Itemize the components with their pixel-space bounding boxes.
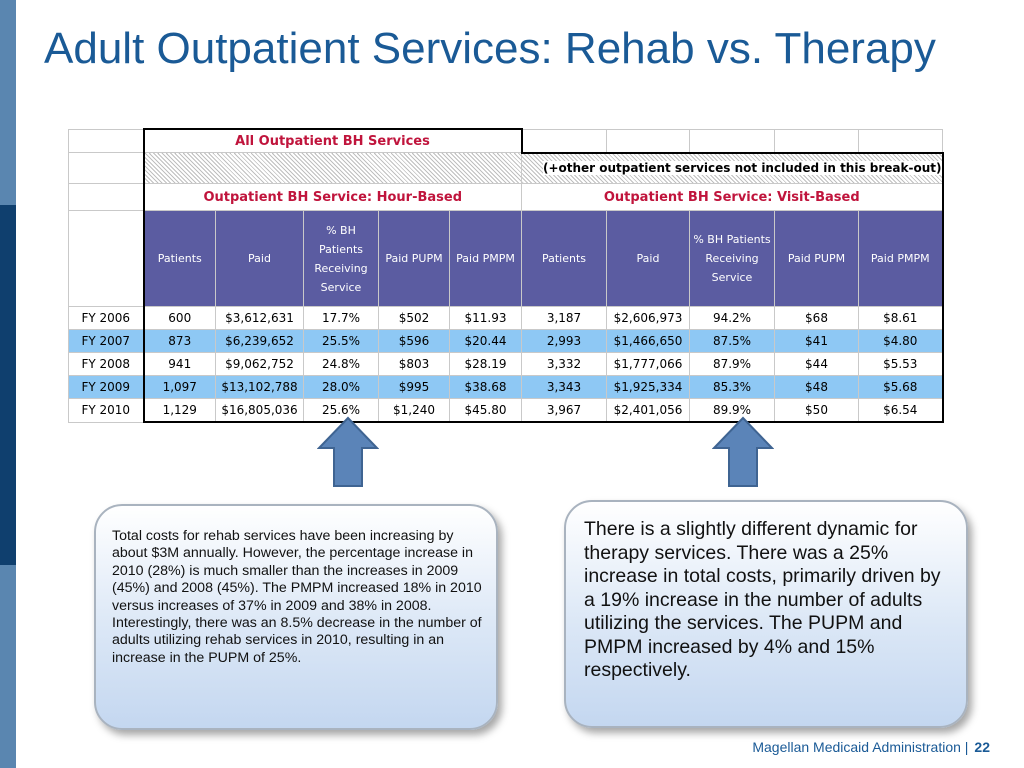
hour-based-title: Outpatient BH Service: Hour-Based: [142, 183, 522, 211]
footer-org: Magellan Medicaid Administration |: [752, 739, 969, 755]
table-cell: $2,401,056: [606, 398, 690, 423]
rehab-callout: Total costs for rehab services have been…: [94, 504, 498, 730]
slide-footer: Magellan Medicaid Administration | 22: [752, 739, 990, 755]
other-services-note: (+other outpatient services not included…: [542, 161, 942, 176]
table-cell: 17.7%: [303, 306, 379, 330]
table-cell: 3,332: [521, 352, 607, 376]
table-cell: $1,925,334: [606, 375, 690, 399]
table-cell: $502: [378, 306, 450, 330]
table-cell: 25.6%: [303, 398, 379, 423]
table-cell: $68: [774, 306, 859, 330]
table-row: FY 2006 600 $3,612,631 17.7% $502 $11.93 3,187…: [68, 306, 944, 330]
table-cell: 1,129: [142, 398, 216, 423]
up-arrow-icon: [712, 416, 774, 487]
table-cell: $50: [774, 398, 859, 423]
col-header: Paid PUPM: [774, 210, 859, 307]
up-arrow-icon: [317, 416, 379, 487]
row-label: FY 2010: [68, 398, 144, 423]
table-cell: 94.2%: [689, 306, 775, 330]
row-label: FY 2009: [68, 375, 144, 399]
table-cell: $803: [378, 352, 450, 376]
col-header: Patients: [142, 210, 216, 307]
hatched-spacer: [142, 152, 522, 184]
table-cell: 87.5%: [689, 329, 775, 353]
col-header: Paid PMPM: [858, 210, 944, 307]
col-header: % BH Patients Receiving Service: [689, 210, 775, 307]
table-cell: $8.61: [858, 306, 944, 330]
table-cell: $38.68: [449, 375, 522, 399]
table-cell: 87.9%: [689, 352, 775, 376]
table-cell: $11.93: [449, 306, 522, 330]
rehab-callout-text: Total costs for rehab services have been…: [112, 528, 482, 666]
table-cell: 941: [142, 352, 216, 376]
table-cell: 89.9%: [689, 398, 775, 423]
table-cell: 2,993: [521, 329, 607, 353]
col-header: Paid: [606, 210, 690, 307]
col-header: Patients: [521, 210, 607, 307]
table-cell: 25.5%: [303, 329, 379, 353]
therapy-callout: There is a slightly different dynamic fo…: [564, 500, 968, 728]
table-cell: $16,805,036: [215, 398, 304, 423]
table-cell: $13,102,788: [215, 375, 304, 399]
table-cell: $6,239,652: [215, 329, 304, 353]
table-row: FY 2010 1,129 $16,805,036 25.6% $1,240 $45.80…: [68, 398, 944, 423]
row-label: FY 2007: [68, 329, 144, 353]
visit-based-title: Outpatient BH Service: Visit-Based: [521, 183, 944, 211]
group-title: All Outpatient BH Services: [142, 128, 523, 153]
table-cell: $1,466,650: [606, 329, 690, 353]
col-header: Paid PMPM: [449, 210, 522, 307]
table-cell: $995: [378, 375, 450, 399]
table-cell: $28.19: [449, 352, 522, 376]
row-label: FY 2006: [68, 306, 144, 330]
table-cell: 1,097: [142, 375, 216, 399]
table-cell: 3,967: [521, 398, 607, 423]
slide-title: Adult Outpatient Services: Rehab vs. The…: [44, 24, 936, 73]
table-cell: $5.53: [858, 352, 944, 376]
table-cell: $6.54: [858, 398, 944, 423]
row-label: FY 2008: [68, 352, 144, 376]
table-cell: $4.80: [858, 329, 944, 353]
table-cell: 24.8%: [303, 352, 379, 376]
col-header: Paid: [215, 210, 304, 307]
table-row: FY 2009 1,097 $13,102,788 28.0% $995 $38.68 3,…: [68, 375, 944, 399]
outpatient-services-table: All Outpatient BH Services (+other outpa…: [68, 128, 944, 423]
table-cell: $5.68: [858, 375, 944, 399]
table-cell: 873: [142, 329, 216, 353]
table-cell: $44: [774, 352, 859, 376]
table-cell: $9,062,752: [215, 352, 304, 376]
table-cell: $41: [774, 329, 859, 353]
table-cell: 28.0%: [303, 375, 379, 399]
blank-cell: [68, 128, 144, 153]
slide-sidebar-bar: [0, 0, 16, 768]
table-cell: $3,612,631: [215, 306, 304, 330]
page-number: 22: [974, 739, 990, 755]
table-row: FY 2007 873 $6,239,652 25.5% $596 $20.44 2,993…: [68, 329, 944, 353]
table-cell: $48: [774, 375, 859, 399]
table-cell: 3,343: [521, 375, 607, 399]
table-cell: $2,606,973: [606, 306, 690, 330]
table-cell: $1,777,066: [606, 352, 690, 376]
table-cell: $45.80: [449, 398, 522, 423]
therapy-callout-text: There is a slightly different dynamic fo…: [584, 518, 941, 681]
table-cell: $20.44: [449, 329, 522, 353]
table-cell: 3,187: [521, 306, 607, 330]
table-cell: $1,240: [378, 398, 450, 423]
table-cell: 600: [142, 306, 216, 330]
other-services-note-cell: (+other outpatient services not included…: [521, 151, 944, 184]
col-header: % BH Patients Receiving Service: [303, 210, 379, 307]
table-cell: 85.3%: [689, 375, 775, 399]
table-row: FY 2008 941 $9,062,752 24.8% $803 $28.19 3,332…: [68, 352, 944, 376]
slide-sidebar-accent: [0, 205, 16, 565]
col-header: Paid PUPM: [378, 210, 450, 307]
table-body: FY 2006 600 $3,612,631 17.7% $502 $11.93 3,187…: [68, 306, 944, 423]
table-cell: $596: [378, 329, 450, 353]
